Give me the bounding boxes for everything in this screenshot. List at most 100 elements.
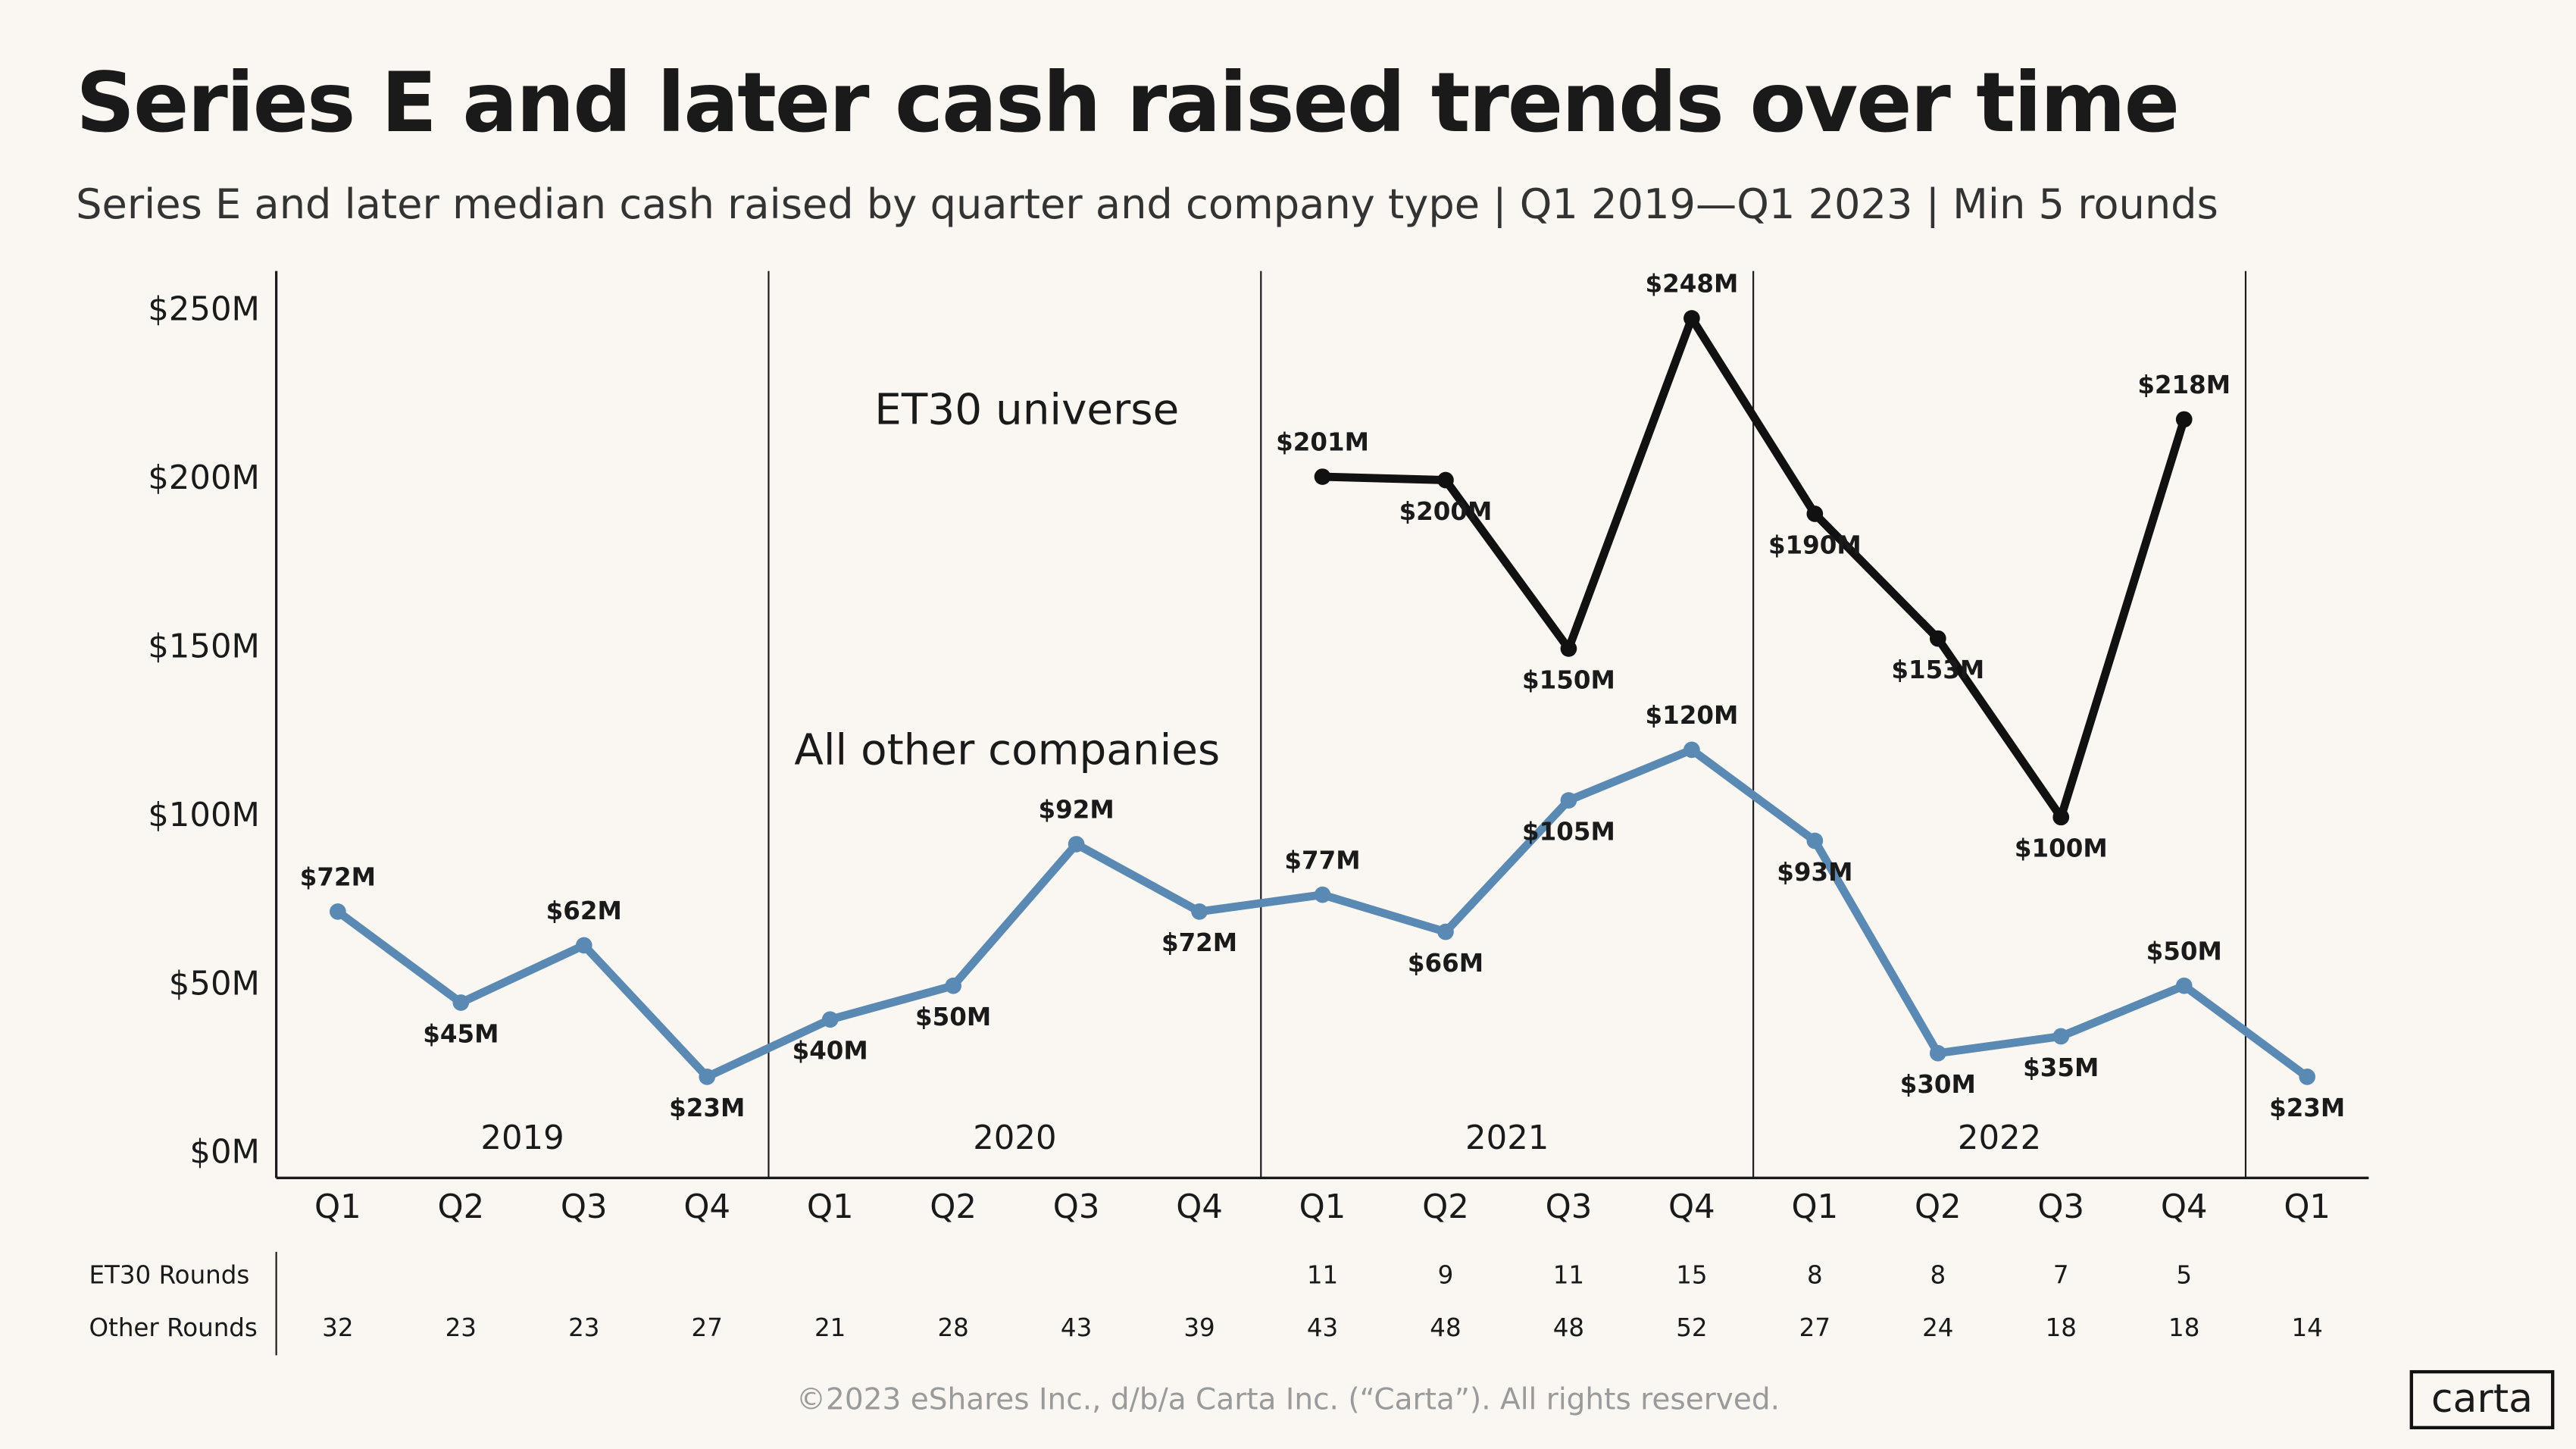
table-cell: 8	[1930, 1260, 1946, 1289]
year-label: 2020	[973, 1119, 1056, 1157]
value-label: $30M	[1900, 1070, 1976, 1099]
table-cell: 27	[692, 1313, 723, 1342]
table-cell: 52	[1676, 1313, 1707, 1342]
series-line	[335, 745, 2310, 1081]
table-cell: 32	[322, 1313, 353, 1342]
logo-box	[2409, 1369, 2555, 1429]
point	[821, 1011, 839, 1028]
table-cell: 43	[1061, 1313, 1092, 1342]
value-label: $100M	[2015, 834, 2108, 863]
x-tick-label: Q1	[2284, 1188, 2331, 1226]
value-label: $23M	[669, 1094, 745, 1122]
x-tick-label: Q4	[683, 1188, 730, 1226]
table-cell: 28	[937, 1313, 968, 1342]
point	[2175, 977, 2193, 994]
value-label: $45M	[423, 1019, 499, 1048]
point	[452, 994, 470, 1011]
point	[1929, 1044, 1946, 1062]
point	[2175, 411, 2193, 428]
table-cell: 8	[1807, 1260, 1823, 1289]
table-cell: 23	[445, 1313, 477, 1342]
point	[1806, 505, 1824, 522]
point	[2052, 1028, 2070, 1045]
table-cell: 48	[1430, 1313, 1461, 1342]
year-label: 2019	[480, 1119, 564, 1157]
value-label: $120M	[1645, 701, 1738, 730]
value-label: $218M	[2137, 371, 2231, 399]
table-cell: 43	[1307, 1313, 1338, 1342]
x-tick-label: Q2	[1915, 1188, 1962, 1226]
point	[2052, 809, 2070, 826]
x-tick-label: Q1	[1299, 1188, 1346, 1226]
table-cell: 18	[2168, 1313, 2199, 1342]
point	[1683, 310, 1700, 327]
x-tick-label: Q4	[2161, 1188, 2208, 1226]
y-tick-label: $200M	[148, 459, 260, 497]
value-label: $150M	[1522, 665, 1615, 694]
point	[330, 903, 346, 920]
value-label: $200M	[1399, 497, 1493, 526]
value-label: $248M	[1645, 270, 1738, 299]
table-cell: 11	[1553, 1260, 1584, 1289]
point	[1314, 468, 1331, 485]
point	[2299, 1069, 2316, 1085]
value-label: $50M	[2146, 937, 2222, 965]
table-cell: 48	[1553, 1313, 1584, 1342]
table-cell: 21	[814, 1313, 846, 1342]
x-tick-label: Q3	[2037, 1188, 2084, 1226]
value-label: $62M	[546, 897, 622, 925]
value-label: $35M	[2023, 1053, 2099, 1082]
x-tick-label: Q2	[1422, 1188, 1469, 1226]
point	[699, 1069, 716, 1085]
value-label: $153M	[1891, 656, 1984, 684]
y-tick-label: $100M	[148, 796, 260, 834]
point	[1437, 471, 1454, 489]
y-tick-label: $0M	[189, 1134, 260, 1172]
series-line	[1322, 314, 2188, 822]
value-label: $23M	[2269, 1094, 2345, 1122]
y-tick-label: $50M	[169, 965, 260, 1003]
point	[1929, 630, 1946, 647]
table-cell: 9	[1438, 1260, 1454, 1289]
year-label: 2021	[1465, 1119, 1549, 1157]
table-cell: 23	[568, 1313, 599, 1342]
table-cell: 39	[1183, 1313, 1215, 1342]
chart-title: Series E and later cash raised trends ov…	[76, 55, 2178, 151]
point	[575, 937, 592, 954]
point	[945, 977, 961, 994]
table-cell: 15	[1676, 1260, 1707, 1289]
x-tick-label: Q1	[314, 1188, 361, 1226]
value-label: $201M	[1276, 428, 1369, 457]
year-label: 2022	[1958, 1119, 2041, 1157]
value-label: $105M	[1522, 817, 1615, 846]
x-tick-label: Q3	[561, 1188, 608, 1226]
value-label: $50M	[915, 1003, 991, 1031]
x-tick-label: Q3	[1053, 1188, 1100, 1226]
table-cell: 7	[2053, 1260, 2069, 1289]
x-tick-label: Q2	[437, 1188, 484, 1226]
point	[1437, 923, 1454, 940]
value-label: $77M	[1284, 846, 1360, 875]
value-label: $93M	[1777, 858, 1852, 887]
x-tick-label: Q1	[1792, 1188, 1839, 1226]
point	[1191, 903, 1208, 920]
x-tick-label: Q3	[1546, 1188, 1593, 1226]
point	[1560, 792, 1577, 809]
y-tick-label: $250M	[148, 291, 260, 329]
x-tick-label: Q2	[930, 1188, 977, 1226]
series-annotation: ET30 universe	[874, 386, 1179, 435]
point	[1560, 640, 1577, 657]
value-label: $92M	[1039, 796, 1114, 825]
point	[1806, 832, 1824, 850]
footer: ©2023 eShares Inc., d/b/a Carta Inc. (“C…	[796, 1383, 1780, 1417]
x-tick-label: Q1	[807, 1188, 854, 1226]
point	[1068, 836, 1085, 853]
logo: carta	[2431, 1376, 2533, 1422]
table-row-label: Other Rounds	[89, 1313, 258, 1342]
table-row-label: ET30 Rounds	[89, 1260, 250, 1289]
value-label: $66M	[1408, 949, 1483, 978]
table-cell: 5	[2176, 1260, 2192, 1289]
table-cell: 24	[1922, 1313, 1953, 1342]
value-label: $190M	[1768, 530, 1862, 559]
